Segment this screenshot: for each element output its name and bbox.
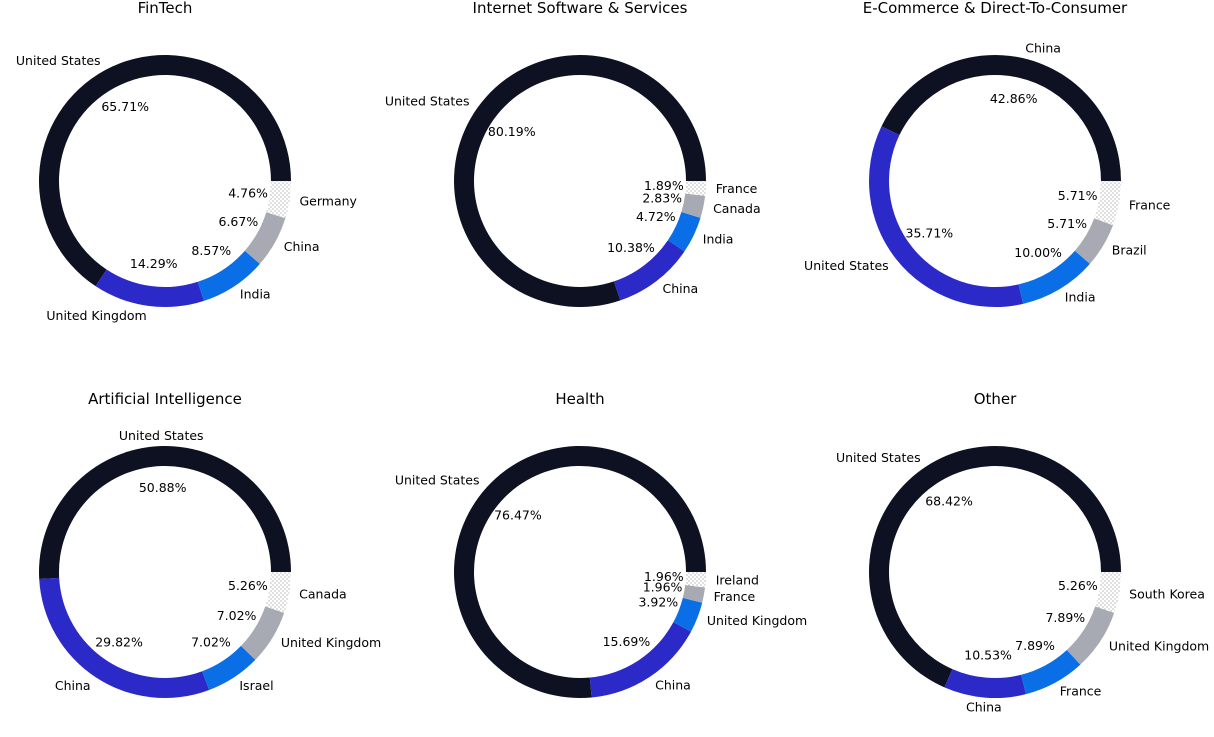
donut-slice xyxy=(682,585,706,603)
donut-slice xyxy=(1074,218,1113,264)
donut-slice xyxy=(197,250,260,301)
slice-label: United Kingdom xyxy=(707,613,807,628)
slice-percentage: 15.69% xyxy=(603,634,651,649)
slice-percentage: 7.02% xyxy=(191,634,231,649)
chart-title: FinTech xyxy=(138,0,193,17)
donut-slice xyxy=(1066,606,1115,665)
donut-chart-2: Internet Software & Services United State… xyxy=(385,0,761,307)
donut-slice xyxy=(667,211,701,252)
slice-label: United States xyxy=(16,53,101,68)
slice-percentage: 2.83% xyxy=(642,190,682,205)
slice-percentage: 76.47% xyxy=(494,507,542,522)
slice-percentage: 50.88% xyxy=(139,480,187,495)
donut-slice xyxy=(944,669,1027,699)
slice-label: China xyxy=(966,700,1002,715)
slice-percentage: 1.96% xyxy=(643,579,683,594)
chart-title: E-Commerce & Direct-To-Consumer xyxy=(863,0,1128,17)
slice-percentage: 3.92% xyxy=(638,594,678,609)
slice-percentage: 65.71% xyxy=(101,99,149,114)
slice-label: Germany xyxy=(299,193,357,208)
donut-slice xyxy=(244,212,286,264)
slice-label: Israel xyxy=(239,678,273,693)
donut-chart-6: Other United States 68.42% China 10.53% Franc… xyxy=(836,390,1209,715)
slice-label: South Korea xyxy=(1129,586,1205,601)
slice-label: China xyxy=(55,678,91,693)
slice-label: Brazil xyxy=(1112,243,1147,258)
slice-percentage: 4.76% xyxy=(228,186,268,201)
slice-label: United States xyxy=(385,94,470,109)
donut-slice xyxy=(95,269,204,307)
slice-percentage: 10.00% xyxy=(1014,245,1062,260)
slice-label: India xyxy=(240,287,271,302)
slice-label: France xyxy=(1129,197,1171,212)
slice-percentage: 4.72% xyxy=(636,209,676,224)
slice-percentage: 7.89% xyxy=(1015,638,1055,653)
slice-percentage: 29.82% xyxy=(95,634,143,649)
slice-percentage: 10.53% xyxy=(964,648,1012,663)
donut-slice xyxy=(881,54,1121,182)
donut-slice xyxy=(240,606,285,660)
slice-percentage: 10.38% xyxy=(607,240,655,255)
donut-slice xyxy=(1095,572,1121,613)
slice-percentage: 5.71% xyxy=(1047,216,1087,231)
donut-slice xyxy=(39,446,292,579)
chart-title: Internet Software & Services xyxy=(473,0,688,17)
donut-slice xyxy=(266,181,291,219)
donut-slice xyxy=(1094,181,1121,226)
slice-percentage: 7.02% xyxy=(217,608,257,623)
donut-chart-4: Artificial Intelligence United States 50.8… xyxy=(39,390,381,699)
donut-slice xyxy=(265,572,291,613)
donut-slice xyxy=(613,240,685,301)
slice-label: Canada xyxy=(713,201,761,216)
slice-percentage: 5.26% xyxy=(1058,578,1098,593)
slice-percentage: 7.89% xyxy=(1045,610,1085,625)
slice-label: United States xyxy=(804,258,889,273)
donut-chart-5: Health United States 76.47% China 15.69% Unit… xyxy=(395,390,807,698)
donut-slice xyxy=(1021,649,1081,695)
chart-title: Health xyxy=(555,390,604,408)
donut-slice xyxy=(673,597,703,632)
slice-label: China xyxy=(655,677,691,692)
donut-slice xyxy=(868,126,1024,308)
donut-slice xyxy=(685,572,706,588)
slice-label: China xyxy=(662,281,698,296)
donut-slice xyxy=(202,645,256,691)
slice-label: United Kingdom xyxy=(46,308,146,323)
slice-label: Ireland xyxy=(716,572,759,587)
slice-percentage: 5.26% xyxy=(228,578,268,593)
donut-slice xyxy=(39,577,210,699)
slice-label: France xyxy=(714,589,756,604)
slice-label: United States xyxy=(119,428,204,443)
chart-title: Other xyxy=(974,390,1017,408)
slice-percentage: 80.19% xyxy=(488,124,536,139)
slice-label: United States xyxy=(836,450,921,465)
slice-percentage: 42.86% xyxy=(990,91,1038,106)
slice-label: India xyxy=(1065,290,1096,305)
donut-chart-1: FinTech United States 65.71% United Kingdom… xyxy=(16,0,358,323)
donut-slice xyxy=(589,622,692,698)
donut-chart-3: E-Commerce & Direct-To-Consumer China 42.8… xyxy=(804,0,1171,308)
slice-percentage: 35.71% xyxy=(906,225,954,240)
slice-label: Canada xyxy=(299,586,347,601)
slice-label: France xyxy=(716,181,758,196)
donut-slice xyxy=(1018,250,1090,304)
slice-label: United Kingdom xyxy=(281,635,381,650)
slice-percentage: 68.42% xyxy=(925,494,973,509)
slice-percentage: 5.71% xyxy=(1058,188,1098,203)
slice-label: France xyxy=(1060,684,1102,699)
slice-percentage: 1.96% xyxy=(644,569,684,584)
slice-percentage: 14.29% xyxy=(130,256,178,271)
slice-label: India xyxy=(703,232,734,247)
donut-slice xyxy=(685,181,706,196)
slice-label: United Kingdom xyxy=(1109,638,1209,653)
slice-percentage: 6.67% xyxy=(219,214,259,229)
slice-percentage: 8.57% xyxy=(191,243,231,258)
donut-slice xyxy=(681,193,706,218)
slice-label: United States xyxy=(395,472,480,487)
chart-title: Artificial Intelligence xyxy=(88,390,242,408)
slice-label: China xyxy=(284,239,320,254)
slice-percentage: 1.89% xyxy=(644,178,684,193)
slice-label: China xyxy=(1025,40,1061,55)
